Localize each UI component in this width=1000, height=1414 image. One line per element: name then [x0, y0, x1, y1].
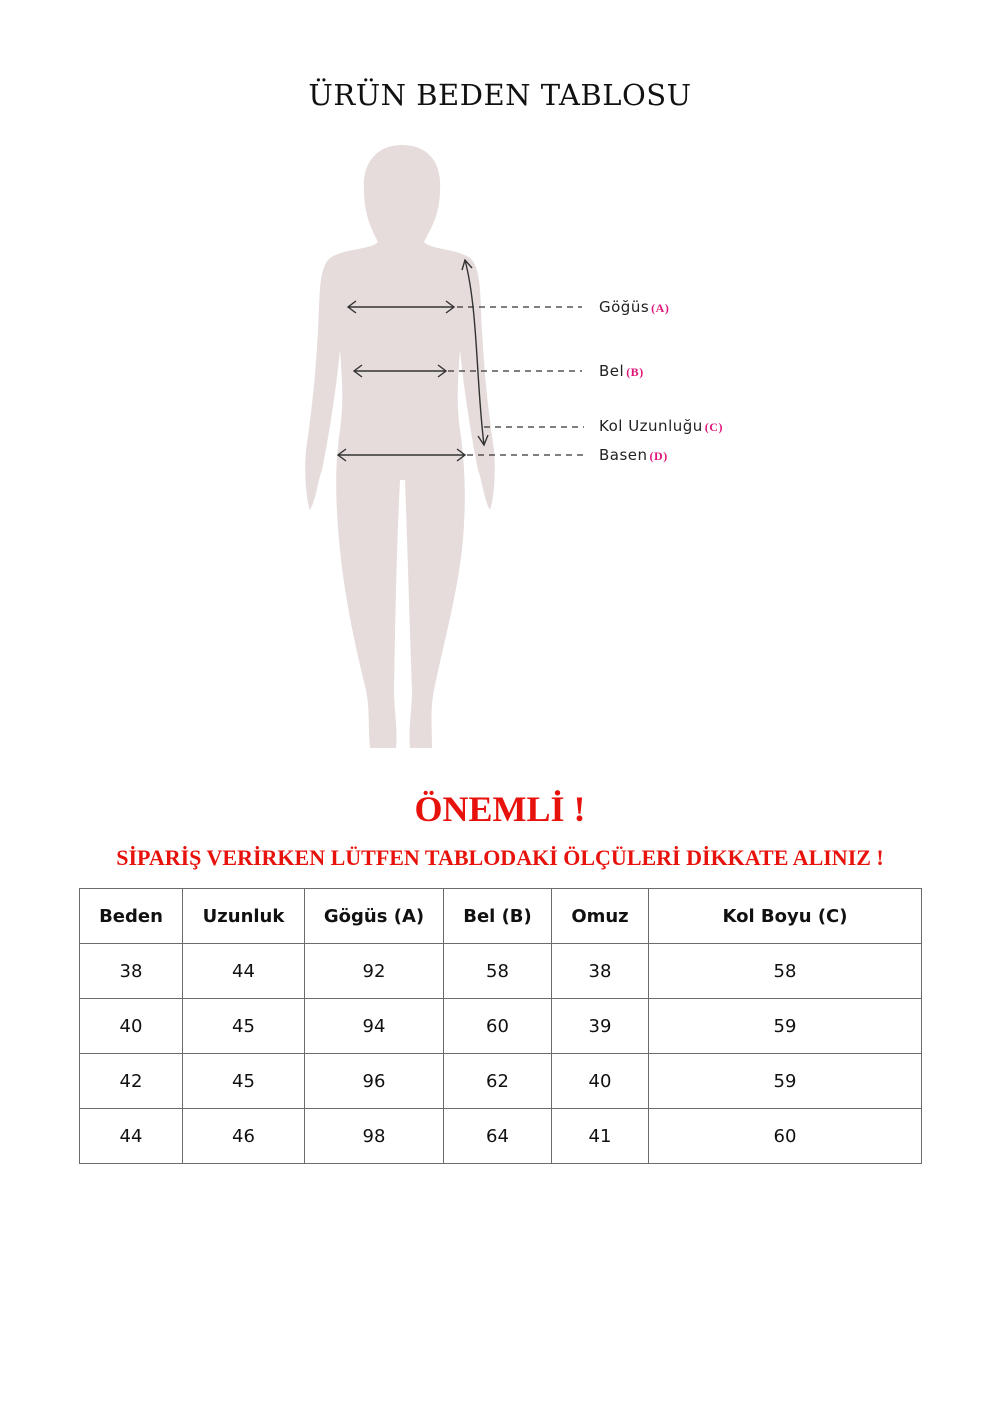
header-cell: Beden [79, 888, 183, 944]
table-cell: 98 [304, 1108, 444, 1164]
body-silhouette-diagram [305, 145, 584, 748]
header-cell: Bel (B) [443, 888, 552, 944]
table-cell: 44 [79, 1108, 183, 1164]
table-cell: 40 [79, 998, 183, 1054]
label-sleeve-length: Kol Uzunluğu (C) [599, 417, 723, 435]
label-waist: Bel (B) [599, 362, 644, 380]
header-cell: Uzunluk [182, 888, 305, 944]
table-cell: 45 [182, 1053, 305, 1109]
table-header-row: Beden Uzunluk Gögüs (A) Bel (B) Omuz Kol… [79, 888, 922, 944]
measurement-arrows [336, 258, 489, 462]
table-cell: 40 [551, 1053, 649, 1109]
size-table: Beden Uzunluk Gögüs (A) Bel (B) Omuz Kol… [79, 888, 922, 1164]
table-cell: 58 [648, 943, 922, 999]
table-row: 42 45 96 62 40 59 [79, 1053, 922, 1109]
header-cell: Gögüs (A) [304, 888, 444, 944]
important-heading: ÖNEMLİ ! [414, 789, 586, 829]
page-title: ÜRÜN BEDEN TABLOSU [308, 78, 692, 112]
table-cell: 64 [443, 1108, 552, 1164]
table-cell: 39 [551, 998, 649, 1054]
table-row: 40 45 94 60 39 59 [79, 998, 922, 1054]
table-row: 38 44 92 58 38 58 [79, 943, 922, 999]
label-chest: Göğüs (A) [599, 298, 670, 316]
table-cell: 58 [443, 943, 552, 999]
table-cell: 45 [182, 998, 305, 1054]
warning-text: SİPARİŞ VERİRKEN LÜTFEN TABLODAKİ ÖLÇÜLE… [116, 845, 884, 870]
table-cell: 44 [182, 943, 305, 999]
label-hip: Basen (D) [599, 446, 668, 464]
table-cell: 96 [304, 1053, 444, 1109]
table-cell: 60 [443, 998, 552, 1054]
table-cell: 42 [79, 1053, 183, 1109]
table-cell: 59 [648, 998, 922, 1054]
table-cell: 38 [551, 943, 649, 999]
table-cell: 60 [648, 1108, 922, 1164]
table-cell: 41 [551, 1108, 649, 1164]
table-cell: 94 [304, 998, 444, 1054]
dashed-leader-lines [448, 306, 584, 456]
table-cell: 92 [304, 943, 444, 999]
silhouette-figure [305, 145, 495, 748]
header-cell: Kol Boyu (C) [648, 888, 922, 944]
table-cell: 46 [182, 1108, 305, 1164]
table-cell: 38 [79, 943, 183, 999]
table-row: 44 46 98 64 41 60 [79, 1108, 922, 1164]
table-cell: 62 [443, 1053, 552, 1109]
table-cell: 59 [648, 1053, 922, 1109]
header-cell: Omuz [551, 888, 649, 944]
